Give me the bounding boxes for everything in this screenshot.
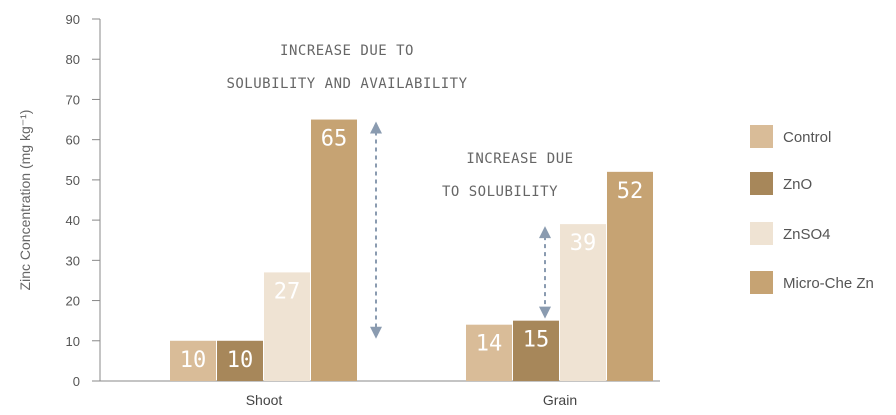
bar-value-label: 15 xyxy=(523,328,550,353)
legend-swatch xyxy=(750,172,773,195)
annotation-arrow-head-up xyxy=(539,226,551,239)
legend-label: ZnO xyxy=(783,176,812,193)
category-label: Shoot xyxy=(246,392,283,408)
legend-swatch xyxy=(750,222,773,245)
legend-label: Micro-Che Zn xyxy=(783,275,874,292)
annotation-text: SOLUBILITY AND AVAILABILITY xyxy=(226,76,467,92)
bar-value-label: 10 xyxy=(180,348,207,373)
y-tick-label: 60 xyxy=(66,133,80,148)
bar-value-label: 39 xyxy=(570,231,597,256)
y-ticks: 0 10 20 30 40 50 60 70 80 90 xyxy=(66,12,100,389)
annotations: INCREASE DUE TO SOLUBILITY AND AVAILABILI… xyxy=(226,43,573,339)
category-label: Grain xyxy=(543,392,577,408)
bar-shoot-znso4 xyxy=(264,272,310,381)
bar-grain-zno xyxy=(513,320,559,381)
bar-value-label: 14 xyxy=(476,332,503,357)
y-tick-label: 0 xyxy=(73,374,80,389)
y-tick-label: 80 xyxy=(66,52,80,67)
y-tick-label: 40 xyxy=(66,213,80,228)
category-labels: Shoot Grain xyxy=(246,392,577,408)
bar-shoot-micro-che-zn xyxy=(311,119,357,382)
bar-shoot-control xyxy=(170,340,216,381)
annotation-text: INCREASE DUE xyxy=(466,151,573,167)
y-tick-label: 10 xyxy=(66,334,80,349)
bar-grain-micro-che-zn xyxy=(607,171,653,381)
annotation-text: INCREASE DUE TO xyxy=(280,43,414,59)
bar-grain-control xyxy=(466,324,512,381)
bar-labels: 10 10 27 65 14 15 39 52 xyxy=(180,127,644,373)
bar-shoot-zno xyxy=(217,340,263,381)
legend-swatch xyxy=(750,125,773,148)
legend-swatch xyxy=(750,271,773,294)
bar-value-label: 10 xyxy=(227,348,254,373)
annotation-arrow-head-up xyxy=(370,121,382,134)
y-tick-label: 70 xyxy=(66,92,80,107)
bars xyxy=(170,119,653,382)
y-tick-label: 50 xyxy=(66,173,80,188)
bar-value-label: 27 xyxy=(274,279,301,304)
y-tick-label: 90 xyxy=(66,12,80,27)
bar-grain-znso4 xyxy=(560,224,606,381)
annotation-arrow-head-down xyxy=(370,326,382,339)
legend-label: Control xyxy=(783,129,831,146)
legend: Control ZnO ZnSO4 Micro-Che Zn xyxy=(750,125,874,294)
annotation-arrow-head-down xyxy=(539,306,551,319)
bar-value-label: 65 xyxy=(321,127,348,152)
bar-value-label: 52 xyxy=(617,179,644,204)
annotation-text: TO SOLUBILITY xyxy=(442,184,558,200)
legend-label: ZnSO4 xyxy=(783,226,831,243)
y-tick-label: 20 xyxy=(66,294,80,309)
y-tick-label: 30 xyxy=(66,253,80,268)
y-axis-title: Zinc Concentration (mg kg⁻¹) xyxy=(17,110,33,291)
